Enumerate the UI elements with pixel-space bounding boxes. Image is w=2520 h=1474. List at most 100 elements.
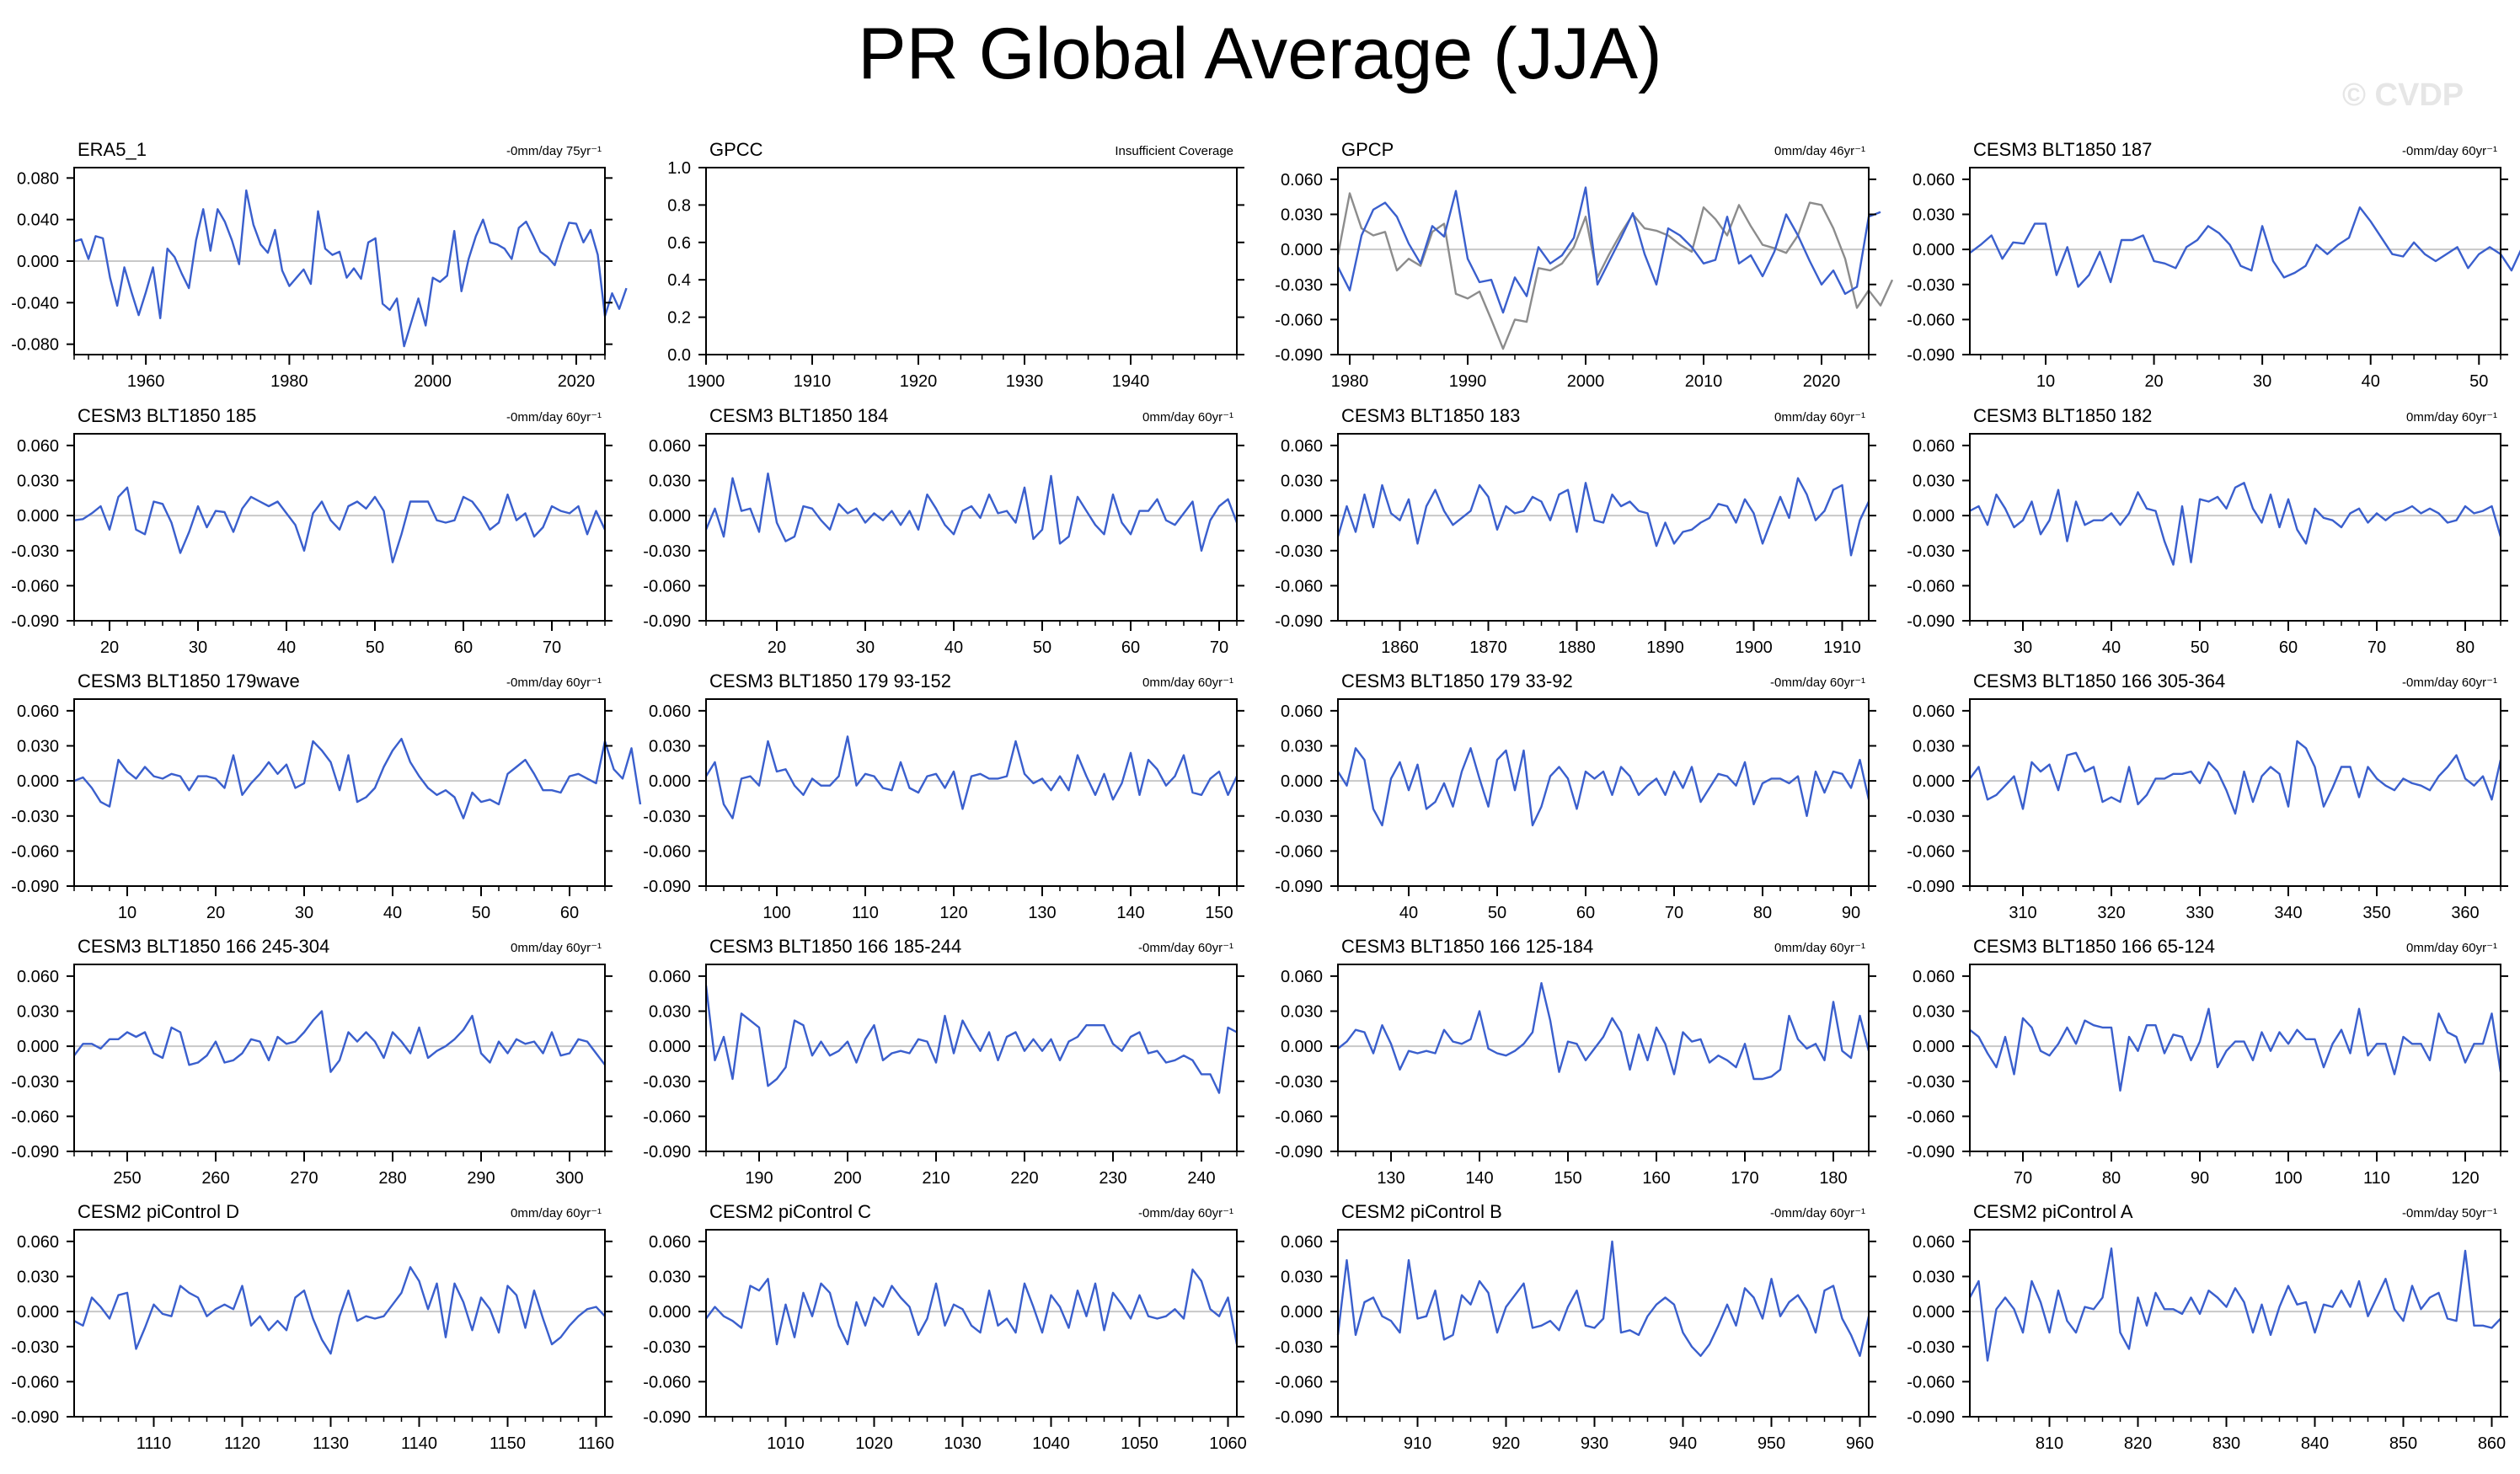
panel-20-frame [1969,1229,2501,1418]
panel-6-frame [705,433,1238,622]
panel-15-frame [1337,964,1870,1152]
panel-3-ytick-label: -0.060 [1275,311,1323,329]
panel-15-xtick-label: 160 [1642,1169,1670,1188]
panel-5-trend-note: -0mm/day 60yr⁻¹ [506,410,602,425]
panel-2-ytick-label: 0.0 [667,346,691,365]
panel-9-xtick-label: 50 [472,904,490,922]
panel-20-xtick-label: 860 [2478,1434,2506,1453]
panel-1-xtick-label: 1960 [127,372,165,391]
panel-7-ytick-label: 0.060 [1281,437,1323,456]
panel-14-xtick-label: 220 [1010,1169,1038,1188]
panel-20-xtick-label: 810 [2036,1434,2063,1453]
panel-7-ytick-label: -0.090 [1275,612,1323,631]
panel-6-series-1-line [704,473,1239,552]
panel-8-xtick-label: 40 [2102,638,2121,657]
panel-10-xtick-label: 110 [852,904,879,922]
panel-16-xtick-label: 90 [2191,1169,2209,1188]
panel-5-xtick-label: 70 [543,638,561,657]
panel-17-title: CESM2 piControl D [78,1201,239,1222]
panel-17-xtick-label: 1160 [578,1434,614,1453]
panel-4-xtick-label: 30 [2253,372,2271,391]
panel-4-trend-note: -0mm/day 60yr⁻¹ [2402,144,2497,158]
panel-7-ytick-label: -0.030 [1275,542,1323,561]
panel-19-trend-note: -0mm/day 60yr⁻¹ [1770,1206,1865,1220]
panel-13-ytick-label: 0.060 [17,968,59,986]
panel-13-ytick-label: 0.000 [17,1038,59,1056]
panel-12-xtick-label: 320 [2097,904,2125,922]
panel-6-xtick-label: 30 [856,638,875,657]
panel-12-trend-note: -0mm/day 60yr⁻¹ [2402,676,2497,690]
panel-1-ytick-label: -0.040 [11,294,59,312]
panel-15-xtick-label: 180 [1819,1169,1847,1188]
panel-16-title: CESM3 BLT1850 166 65-124 [1973,936,2215,957]
panel-20-ytick-label: -0.090 [1907,1408,1955,1427]
panel-13-xtick-label: 260 [201,1169,229,1188]
panel-20-ytick-label: 0.030 [1913,1268,1955,1287]
panel-1-xtick-label: 1980 [270,372,308,391]
panel-18-xtick-label: 1040 [1032,1434,1070,1453]
panel-12-ytick-label: 0.000 [1913,772,1955,791]
panel-10-series-1-line [704,735,1239,820]
panel-11-ytick-label: -0.090 [1275,878,1323,896]
panel-15-series-1-line [1337,981,1870,1081]
panel-3-title: GPCP [1341,139,1394,160]
panel-14-xtick-label: 210 [922,1169,950,1188]
panel-6-title: CESM3 BLT1850 184 [709,405,888,426]
panel-14-xtick-label: 240 [1187,1169,1215,1188]
panel-19-xtick-label: 910 [1404,1434,1431,1453]
panel-18-series-1-line [705,1268,1239,1346]
panel-18-ytick-label: 0.000 [649,1303,691,1322]
panel-5-ytick-label: -0.090 [11,612,59,631]
panel-6-xtick-label: 20 [768,638,786,657]
panel-10-ytick-label: 0.060 [649,702,691,721]
panel-15-ytick-label: -0.060 [1275,1108,1323,1126]
panel-1-title: ERA5_1 [78,139,147,160]
panel-9-xtick-label: 30 [295,904,313,922]
panel-16-series-1-line [1969,1007,2502,1092]
panel-11-title: CESM3 BLT1850 179 33-92 [1341,670,1573,692]
panel-10-title: CESM3 BLT1850 179 93-152 [709,670,951,692]
panel-14-trend-note: -0mm/day 60yr⁻¹ [1138,941,1233,955]
panel-2-frame [705,167,1238,355]
panel-17-xtick-label: 1110 [136,1434,172,1453]
panel-19-ytick-label: -0.060 [1275,1373,1323,1391]
panel-9-ytick-label: 0.000 [17,772,59,791]
panel-2-xtick-label: 1900 [688,372,725,391]
panel-12-ytick-label: 0.060 [1913,702,1955,721]
panel-6-xtick-label: 70 [1210,638,1228,657]
panel-4-ytick-label: 0.000 [1913,241,1955,259]
panel-10-ytick-label: -0.060 [643,842,691,861]
panel-2-ytick-label: 1.0 [667,159,691,178]
panel-18-xtick-label: 1030 [944,1434,982,1453]
panel-20-trend-note: -0mm/day 50yr⁻¹ [2402,1206,2497,1220]
panel-9-xtick-label: 10 [118,904,136,922]
panel-15-xtick-label: 140 [1465,1169,1493,1188]
panel-8-ytick-label: -0.060 [1907,577,1955,595]
panel-2-xtick-label: 1930 [1006,372,1044,391]
panel-8-xtick-label: 60 [2279,638,2298,657]
panel-3-ytick-label: 0.000 [1281,241,1323,259]
panel-15-ytick-label: -0.090 [1275,1143,1323,1162]
panel-7-xtick-label: 1890 [1646,638,1684,657]
panel-11-ytick-label: 0.030 [1281,738,1323,756]
panel-4-ytick-label: 0.030 [1913,206,1955,225]
panel-11-trend-note: -0mm/day 60yr⁻¹ [1770,676,1865,690]
panel-9-xtick-label: 40 [383,904,402,922]
panel-6-trend-note: 0mm/day 60yr⁻¹ [1142,410,1233,425]
panel-14-ytick-label: 0.030 [649,1003,691,1022]
panel-6-xtick-label: 60 [1121,638,1140,657]
panel-15-xtick-label: 130 [1377,1169,1404,1188]
panel-13-title: CESM3 BLT1850 166 245-304 [78,936,329,957]
panel-18-frame [705,1229,1238,1418]
panel-19-xtick-label: 930 [1581,1434,1608,1453]
panel-15-ytick-label: -0.030 [1275,1073,1323,1092]
panel-10-trend-note: 0mm/day 60yr⁻¹ [1142,676,1233,690]
panel-9-ytick-label: 0.060 [17,702,59,721]
panel-8-xtick-label: 80 [2456,638,2475,657]
panel-20-ytick-label: 0.060 [1913,1233,1955,1252]
panel-4-xtick-label: 10 [2036,372,2055,391]
panel-4-ytick-label: -0.030 [1907,276,1955,295]
panel-14-ytick-label: 0.000 [649,1038,691,1056]
panel-9-ytick-label: -0.090 [11,878,59,896]
